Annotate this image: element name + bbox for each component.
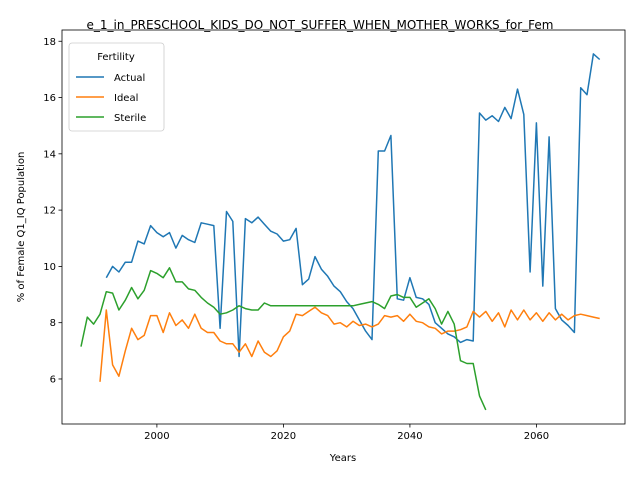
y-tick-label: 12 [43, 206, 56, 217]
y-axis-label: % of Female Q1_IQ Population [16, 152, 27, 303]
legend: Fertility Actual Ideal Sterile [68, 42, 165, 132]
legend-label-sterile: Sterile [114, 113, 146, 124]
x-tick-label: 2060 [524, 431, 549, 442]
y-tick-label: 14 [43, 149, 56, 160]
x-axis-label: Years [329, 453, 356, 464]
series-line-ideal [99, 306, 600, 382]
y-tick-label: 6 [50, 374, 56, 385]
legend-title: Fertility [97, 52, 135, 63]
y-axis: 6 8 10 12 14 16 18 [43, 37, 62, 385]
y-tick-label: 16 [43, 93, 56, 104]
series-line-sterile [80, 267, 487, 411]
x-axis: 2000 2020 2040 2060 [144, 424, 549, 442]
series-layer [80, 53, 601, 411]
x-tick-label: 2000 [144, 431, 169, 442]
y-tick-label: 8 [50, 318, 56, 329]
plot-frame [61, 29, 626, 425]
y-tick-label: 10 [43, 262, 56, 273]
legend-box [68, 42, 165, 132]
x-tick-label: 2040 [397, 431, 422, 442]
y-tick-label: 18 [43, 37, 56, 48]
legend-label-ideal: Ideal [114, 93, 138, 104]
x-tick-label: 2020 [271, 431, 296, 442]
series-line-actual [105, 53, 601, 358]
chart-title: e_1_in_PRESCHOOL_KIDS_DO_NOT_SUFFER_WHEN… [86, 18, 553, 32]
legend-label-actual: Actual [114, 73, 145, 84]
